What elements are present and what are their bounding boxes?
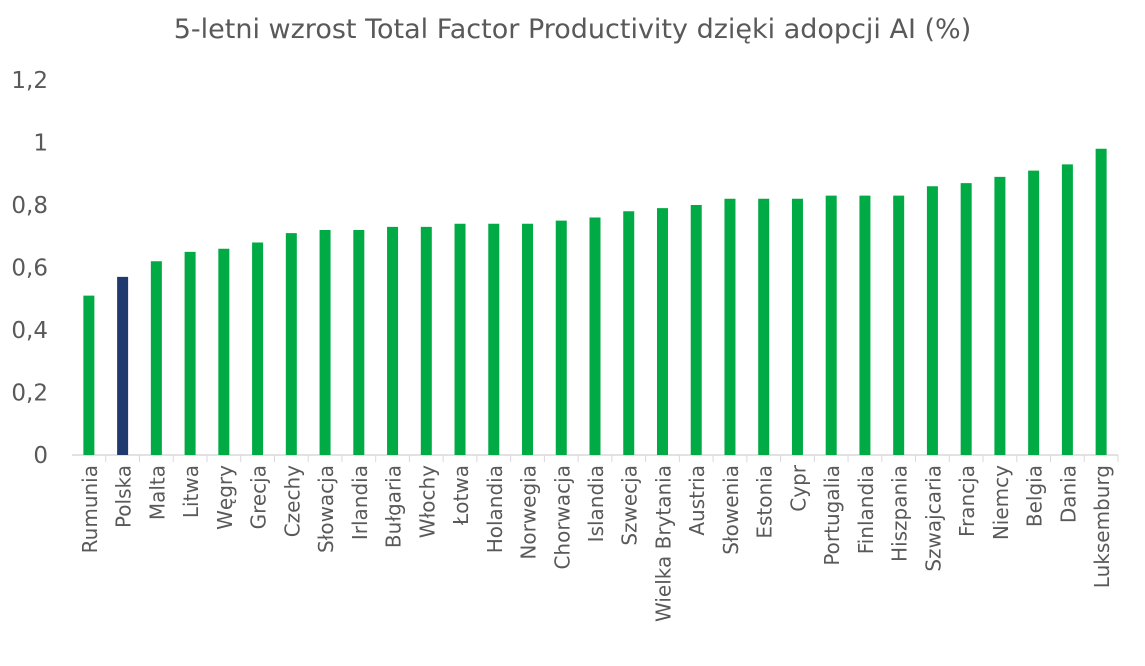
x-tick-label: Rumunia	[78, 465, 102, 553]
x-tick-label: Islandia	[584, 465, 608, 542]
x-tick-label: Malta	[145, 465, 169, 520]
bar	[791, 198, 803, 455]
bar	[555, 220, 567, 455]
bar	[926, 186, 938, 455]
bar	[117, 276, 129, 455]
bar	[387, 226, 399, 455]
bar	[825, 195, 837, 455]
x-tick-label: Luksemburg	[1090, 465, 1114, 588]
x-tick-label: Austria	[685, 465, 709, 536]
x-tick-label: Szwajcaria	[921, 465, 945, 572]
x-tick-label: Wielka Brytania	[651, 465, 675, 622]
x-tick-label: Irlandia	[348, 465, 372, 540]
y-tick-label: 0,2	[11, 381, 48, 407]
x-tick-label: Dania	[1056, 465, 1080, 523]
x-tick-label: Litwa	[179, 465, 203, 518]
x-tick-label: Grecja	[247, 465, 271, 529]
x-tick-label: Francja	[955, 465, 979, 537]
x-tick-label: Bułgaria	[382, 465, 406, 548]
bar	[758, 198, 770, 455]
x-tick-label: Czechy	[280, 465, 304, 537]
y-tick-label: 0,4	[11, 318, 48, 344]
bar	[218, 248, 230, 455]
y-tick-label: 0,8	[11, 193, 48, 219]
x-tick-label: Chorwacja	[550, 465, 574, 570]
x-tick-label: Włochy	[415, 465, 439, 538]
bar	[1095, 148, 1107, 455]
y-tick-label: 0,6	[11, 256, 48, 282]
bar	[83, 295, 95, 455]
bar	[184, 251, 196, 455]
x-tick-label: Finlandia	[854, 465, 878, 554]
bar	[454, 223, 466, 455]
bar	[488, 223, 500, 455]
bar	[1028, 170, 1040, 455]
bar	[960, 183, 972, 455]
y-tick-label: 1	[33, 131, 48, 157]
x-tick-label: Hiszpania	[888, 465, 912, 562]
x-tick-label: Słowacja	[314, 465, 338, 553]
bar	[1061, 164, 1073, 455]
x-tick-label: Holandia	[483, 465, 507, 553]
bar	[522, 223, 534, 455]
bar	[994, 176, 1006, 455]
bar	[285, 233, 297, 455]
bar	[724, 198, 736, 455]
x-tick-label: Słowenia	[719, 465, 743, 555]
x-tick-label: Szwecja	[618, 465, 642, 546]
bar	[420, 226, 432, 455]
x-tick-label: Niemcy	[989, 465, 1013, 540]
x-tick-label: Cypr	[786, 464, 810, 511]
y-tick-label: 1,2	[11, 68, 48, 94]
x-tick-label: Estonia	[753, 465, 777, 539]
y-tick-label: 0	[33, 443, 48, 469]
chart-title: 5-letni wzrost Total Factor Productivity…	[173, 14, 972, 45]
bar	[893, 195, 905, 455]
bar	[252, 242, 264, 455]
bar	[589, 217, 601, 455]
x-tick-label: Portugalia	[820, 465, 844, 566]
x-tick-label: Polska	[112, 465, 136, 528]
bar	[319, 230, 331, 455]
bar	[859, 195, 871, 455]
bar	[690, 205, 702, 455]
x-tick-label: Łotwa	[449, 465, 473, 526]
bar	[623, 211, 635, 455]
x-tick-label: Norwegia	[517, 465, 541, 560]
bar	[353, 230, 365, 455]
bar	[656, 208, 668, 455]
x-tick-label: Belgia	[1023, 465, 1047, 527]
bar	[150, 261, 162, 455]
x-tick-label: Węgry	[213, 465, 237, 530]
